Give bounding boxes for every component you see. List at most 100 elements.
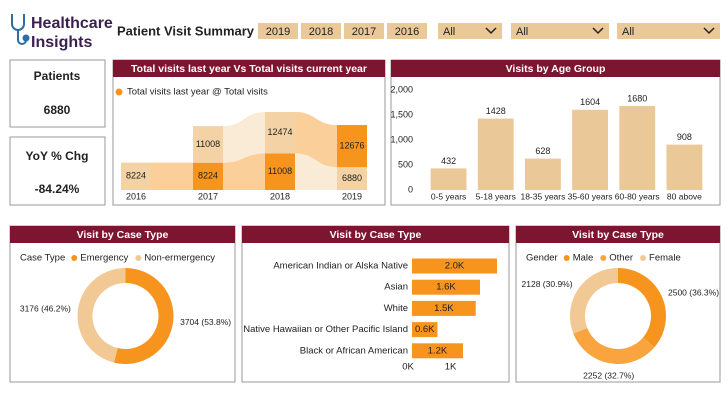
year-button-label: 2018: [309, 26, 333, 38]
dropdown-value: All: [443, 26, 455, 38]
filter-dropdown[interactable]: All: [617, 23, 720, 39]
data-label: 1680: [627, 93, 647, 103]
filter-dropdown[interactable]: All: [438, 23, 502, 39]
bar: [572, 109, 609, 190]
ribbon-segment: [337, 167, 367, 190]
y-tick-label: 1,500: [390, 109, 413, 119]
dropdown-value: All: [622, 26, 634, 38]
bar: [477, 118, 514, 190]
year-button-label: 2019: [266, 26, 290, 38]
category-label: American Indian or Alska Native: [273, 261, 408, 272]
legend-label: Other: [609, 253, 633, 264]
legend-label: Emergency: [80, 253, 128, 264]
data-label: 3176 (46.2%): [20, 304, 71, 314]
chart-header: [10, 226, 235, 243]
ribbon: [223, 112, 265, 163]
kpi-value: 6880: [44, 103, 71, 117]
bar: [412, 258, 497, 274]
data-label: 908: [677, 132, 692, 142]
year-button-bg: [344, 23, 384, 39]
legend-label: Total visits last year @ Total visits: [127, 87, 268, 98]
dropdown-bg: [511, 23, 609, 39]
donut-slice: [573, 328, 655, 364]
year-button-label: 2016: [395, 26, 419, 38]
segment-label: 12676: [339, 140, 364, 150]
legend-label: Female: [649, 253, 681, 264]
y-tick-label: 500: [398, 159, 413, 169]
x-tick-label: 2016: [126, 191, 146, 201]
bar: [524, 158, 561, 190]
legend-label: Non-ermergency: [144, 253, 215, 264]
kpi-card: [9, 136, 106, 206]
legend-title: Gender: [526, 253, 558, 264]
y-tick-label: 1,000: [390, 134, 413, 144]
filter-dropdown[interactable]: All: [511, 23, 609, 39]
segment-label: 11008: [196, 139, 220, 149]
year-button[interactable]: 2017: [344, 23, 384, 39]
year-button[interactable]: 2019: [258, 23, 298, 39]
ribbon: [223, 153, 265, 190]
ribbon-segment: [193, 126, 223, 163]
bar: [430, 168, 467, 190]
chart-header: [516, 226, 720, 243]
legend-title: Case Type: [20, 253, 65, 264]
legend-dot: [71, 255, 78, 261]
y-tick-label: 2,000: [390, 84, 413, 94]
brand-line: Healthcare: [31, 15, 113, 32]
category-label: White: [384, 303, 408, 314]
ribbon-segment: [265, 112, 295, 154]
x-tick-label: 2018: [270, 191, 290, 201]
dropdown-chevron: [485, 27, 497, 35]
donut-slice: [77, 268, 126, 363]
kpi-card: [9, 59, 106, 128]
stethoscope-head: [22, 34, 30, 42]
data-label: 432: [441, 156, 456, 166]
x-tick-label: 60-80 years: [615, 191, 660, 201]
ribbon: [295, 112, 337, 168]
segment-label: 11008: [268, 166, 292, 176]
legend-label: Male: [573, 253, 594, 264]
bar: [619, 106, 656, 190]
segment-label: 6880: [342, 173, 362, 183]
donut-slice: [114, 268, 174, 364]
legend-dot: [600, 255, 607, 261]
data-label: 2.0K: [445, 261, 465, 272]
data-label: 2128 (30.9%): [522, 279, 573, 289]
x-tick-label: 0K: [402, 362, 414, 373]
category-label: Black or African American: [300, 345, 408, 356]
x-tick-label: 2017: [198, 191, 218, 201]
category-label: Asian: [384, 282, 408, 293]
data-label: 2252 (32.7%): [583, 370, 634, 380]
data-label: 1.6K: [436, 282, 456, 293]
brand-line: Insights: [31, 34, 92, 51]
chart-title: Visit by Case Type: [330, 229, 422, 241]
chart-title: Visit by Case Type: [572, 229, 664, 241]
ribbon-segment: [337, 125, 367, 168]
legend-dot: [135, 255, 142, 261]
data-label: 1604: [580, 97, 600, 107]
dropdown-value: All: [516, 26, 528, 38]
data-label: 1.5K: [434, 303, 454, 314]
year-button[interactable]: 2016: [387, 23, 427, 39]
chart-header: [391, 60, 720, 77]
data-label: 2500 (36.3%): [668, 287, 719, 297]
x-tick-label: 5-18 years: [476, 191, 516, 201]
bar: [412, 300, 476, 316]
data-label: 1428: [486, 106, 506, 116]
year-button[interactable]: 2018: [301, 23, 341, 39]
year-button-bg: [258, 23, 298, 39]
bar: [412, 343, 463, 359]
legend-dot: [115, 88, 123, 96]
donut-slice: [569, 268, 618, 334]
x-tick-label: 35-60 years: [568, 191, 613, 201]
kpi-value: -84.24%: [35, 182, 80, 196]
year-button-bg: [301, 23, 341, 39]
chart-title: Total visits last year Vs Total visits c…: [131, 63, 367, 75]
data-label: 628: [535, 146, 550, 156]
bar: [412, 279, 480, 295]
page-title: Patient Visit Summary: [117, 23, 255, 38]
x-tick-label: 18-35 years: [520, 191, 565, 201]
dropdown-chevron: [703, 27, 715, 35]
ribbon: [295, 153, 337, 190]
